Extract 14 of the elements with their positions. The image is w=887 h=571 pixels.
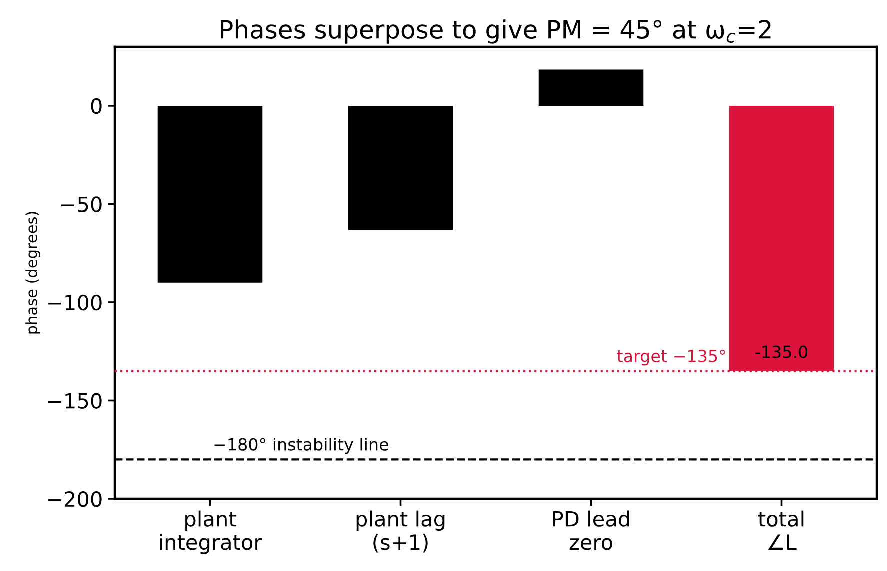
data-label: -135.0 xyxy=(756,346,808,358)
x-tick-label: PD lead zero xyxy=(553,510,630,550)
y-tick-label: −200 xyxy=(48,491,102,508)
ref-line-label: −180° instability line xyxy=(214,438,388,454)
y-tick-label: −50 xyxy=(61,196,102,212)
x-tick-label: plant integrator xyxy=(160,510,262,554)
y-tick-label: 0 xyxy=(91,98,102,114)
x-tick-label: plant lag (s+1) xyxy=(356,510,445,553)
x-tick-label: total ∠L xyxy=(758,510,804,550)
y-tick-label: −150 xyxy=(48,393,102,409)
chart-title: Phases superpose to give PM = 45° at ω$_{c}$=2 xyxy=(221,20,771,44)
y-tick-label: −100 xyxy=(48,294,102,311)
y-axis-title: phase (degrees) xyxy=(26,212,40,334)
ref-line-label: target −135° xyxy=(617,350,726,366)
